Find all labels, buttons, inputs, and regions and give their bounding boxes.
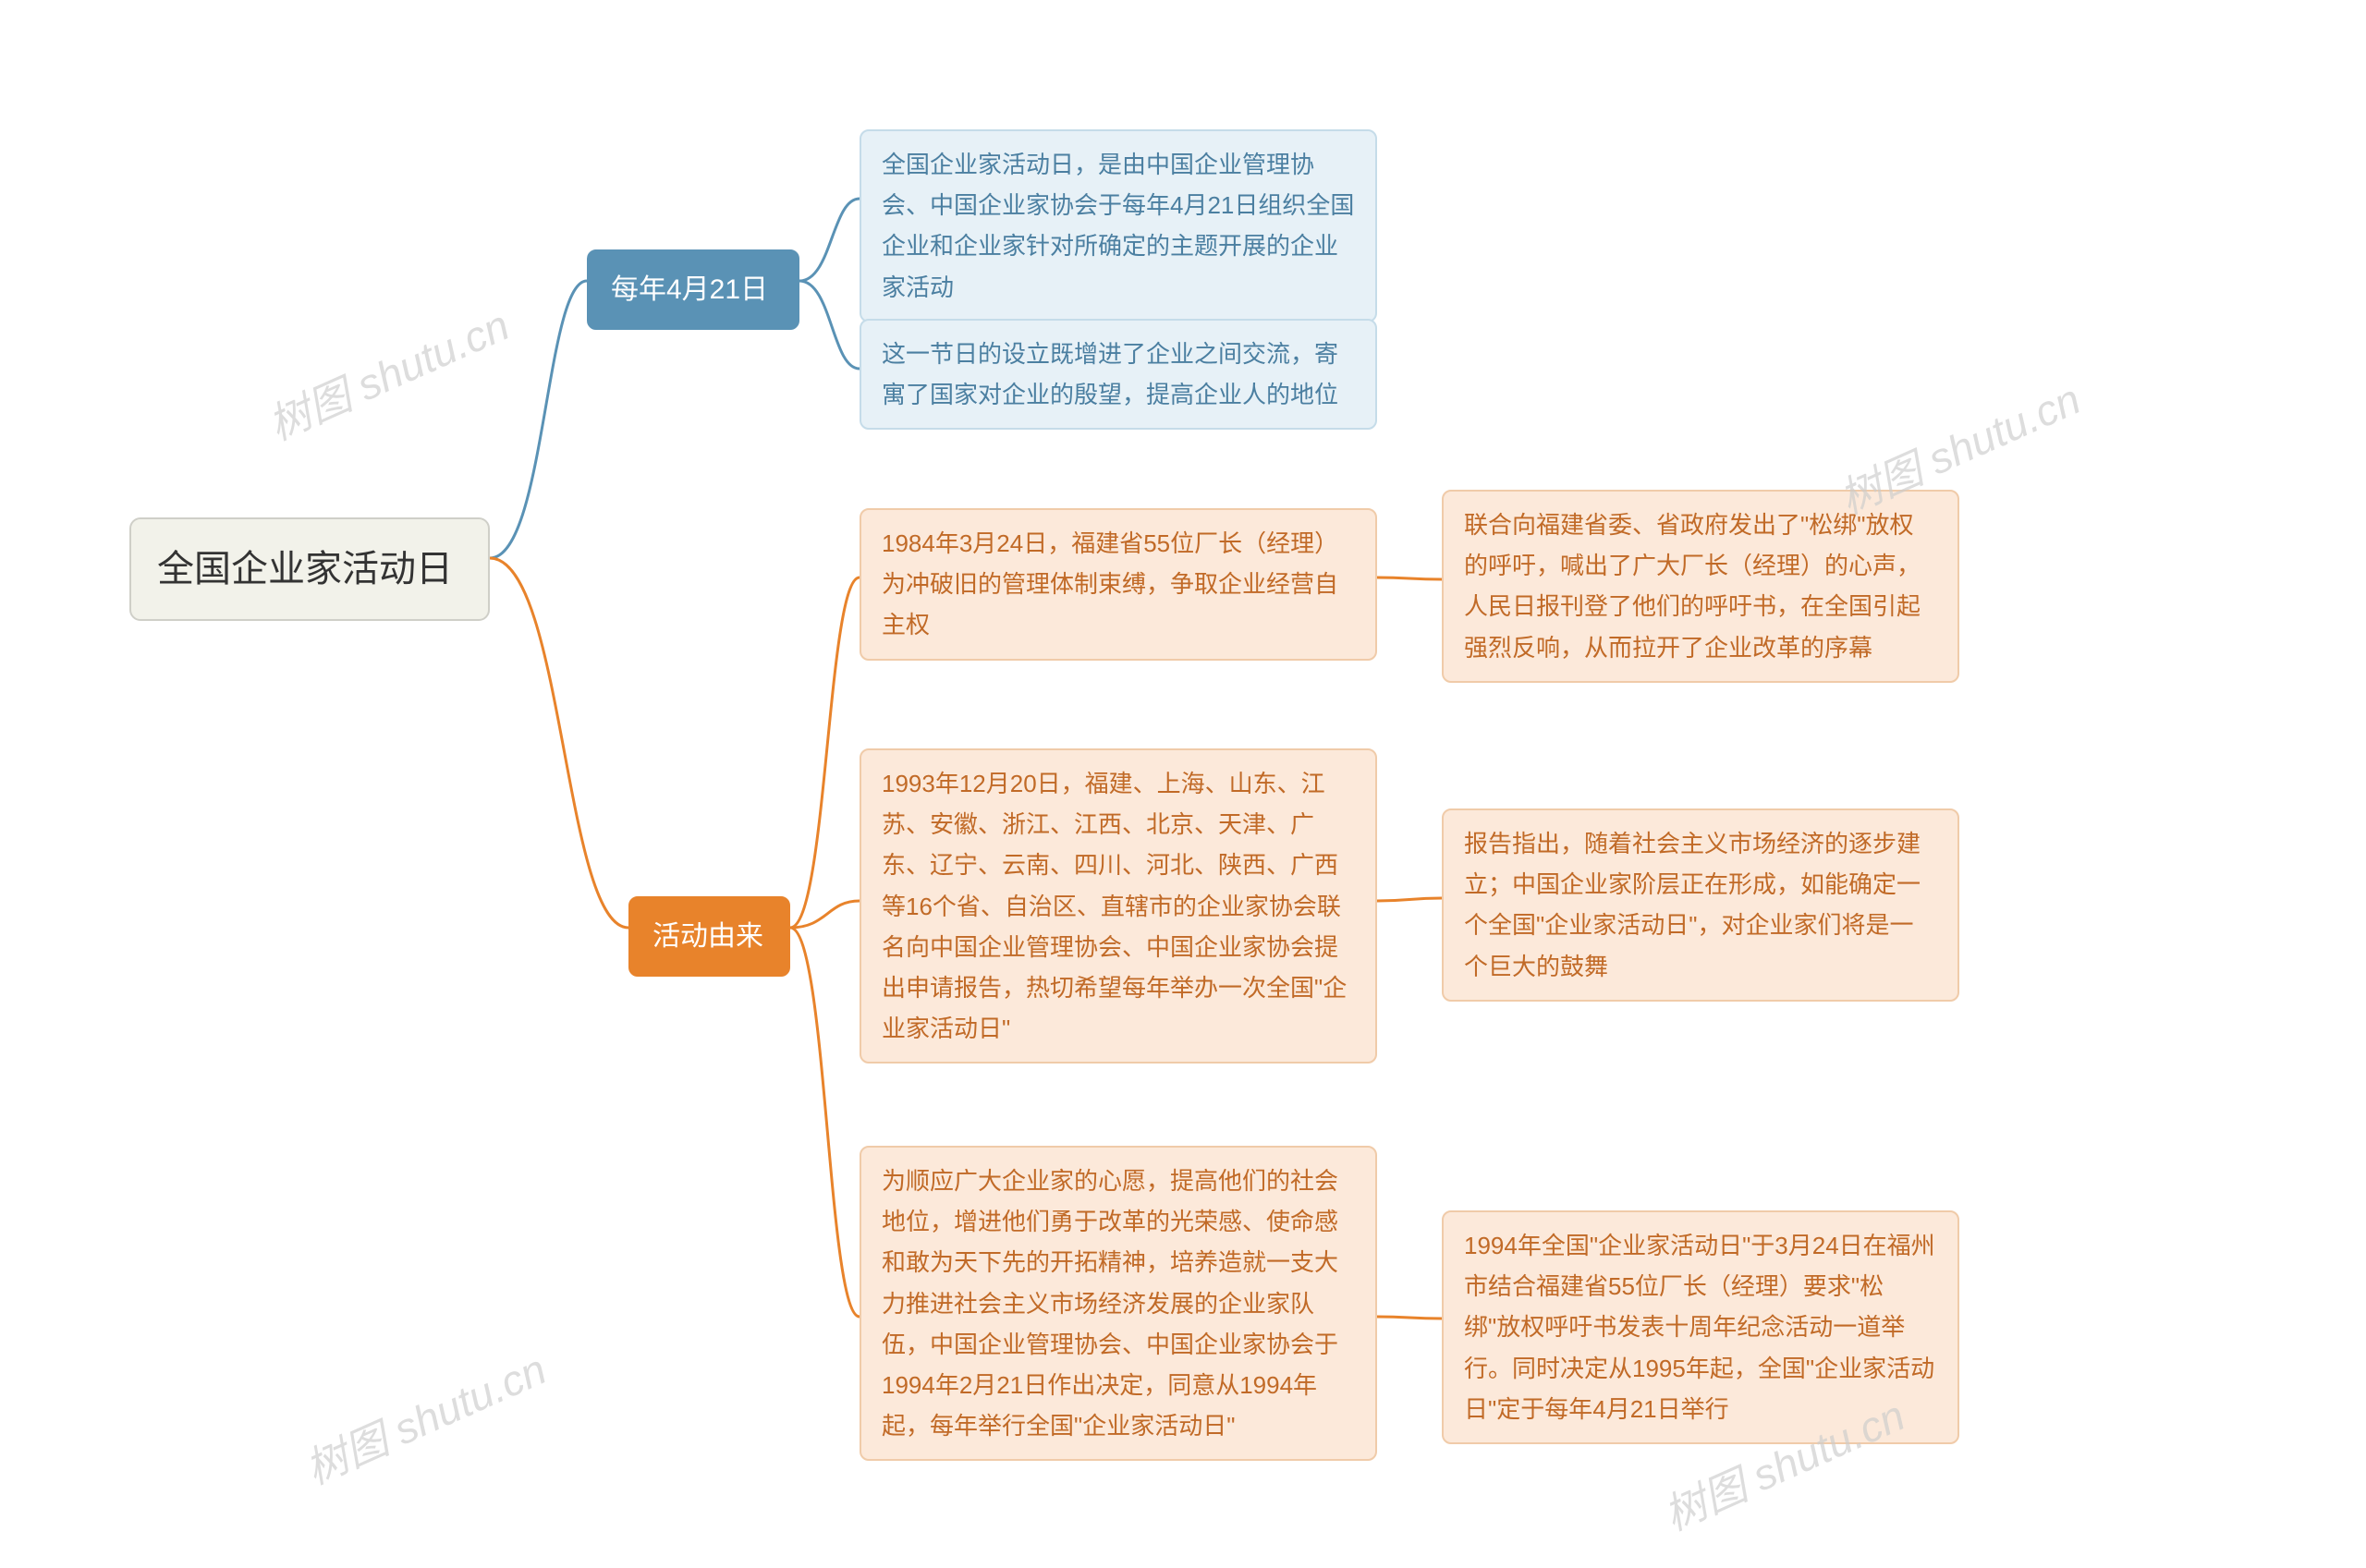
leaf-orange-3[interactable]: 为顺应广大企业家的心愿，提高他们的社会地位，增进他们勇于改革的光荣感、使命感和敢… <box>860 1146 1377 1461</box>
connector-orange-leaf1-child <box>1377 577 1442 579</box>
connector-root-blue <box>490 281 587 558</box>
root-node[interactable]: 全国企业家活动日 <box>129 517 490 621</box>
leaf-orange-1-child[interactable]: 联合向福建省委、省政府发出了"松绑"放权的呼吁，喊出了广大厂长（经理）的心声，人… <box>1442 490 1959 683</box>
connector-orange-leaf2 <box>790 901 860 928</box>
leaf-orange-3-child[interactable]: 1994年全国"企业家活动日"于3月24日在福州市结合福建省55位厂长（经理）要… <box>1442 1210 1959 1444</box>
branch-blue[interactable]: 每年4月21日 <box>587 249 799 330</box>
watermark: 树图 shutu.cn <box>295 1336 555 1497</box>
connector-orange-leaf3-child <box>1377 1317 1442 1319</box>
connector-root-orange <box>490 558 628 928</box>
watermark: 树图 shutu.cn <box>258 292 518 453</box>
connector-orange-leaf1 <box>790 577 860 928</box>
connector-orange-leaf2-child <box>1377 898 1442 901</box>
leaf-orange-2[interactable]: 1993年12月20日，福建、上海、山东、江苏、安徽、浙江、江西、北京、天津、广… <box>860 748 1377 1064</box>
leaf-blue-2[interactable]: 这一节日的设立既增进了企业之间交流，寄寓了国家对企业的殷望，提高企业人的地位 <box>860 319 1377 430</box>
connector-blue-leaf1 <box>799 199 860 281</box>
leaf-blue-1[interactable]: 全国企业家活动日，是由中国企业管理协会、中国企业家协会于每年4月21日组织全国企… <box>860 129 1377 322</box>
connector-blue-leaf2 <box>799 281 860 369</box>
leaf-orange-2-child[interactable]: 报告指出，随着社会主义市场经济的逐步建立；中国企业家阶层正在形成，如能确定一个全… <box>1442 808 1959 1002</box>
connector-orange-leaf3 <box>790 928 860 1317</box>
leaf-orange-1[interactable]: 1984年3月24日，福建省55位厂长（经理）为冲破旧的管理体制束缚，争取企业经… <box>860 508 1377 661</box>
branch-orange[interactable]: 活动由来 <box>628 896 790 977</box>
